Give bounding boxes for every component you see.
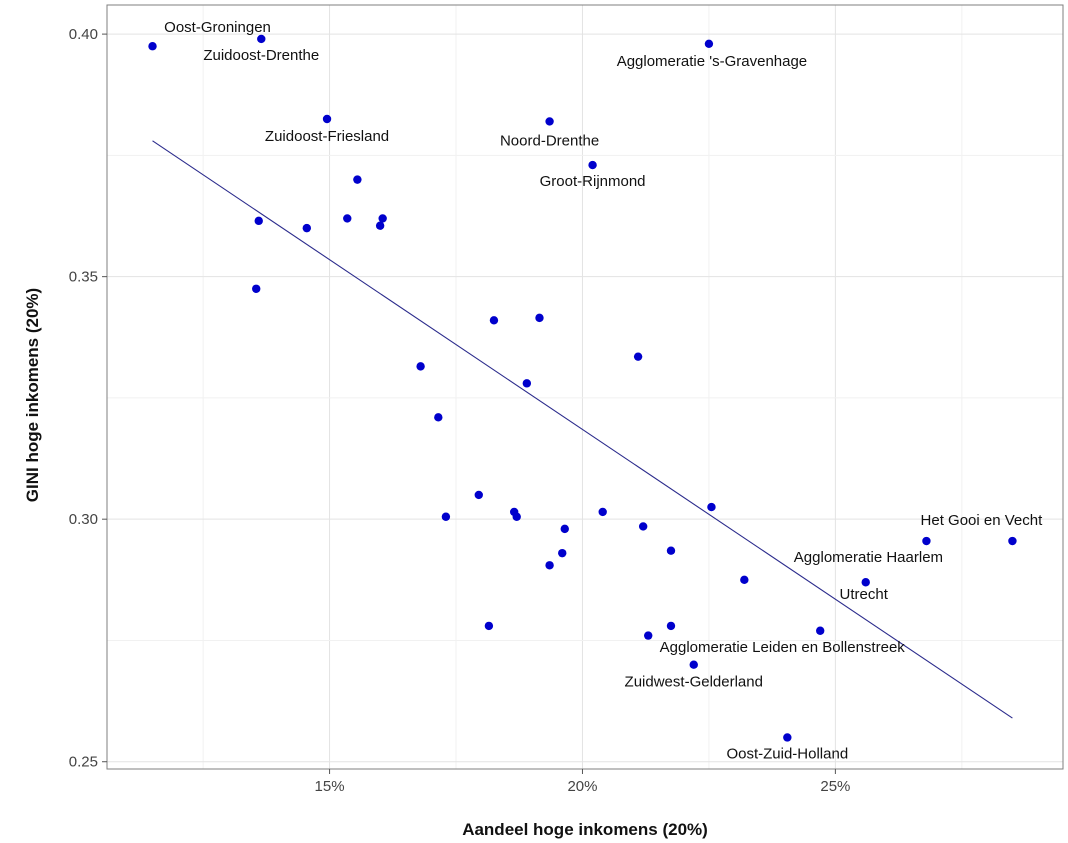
data-point: [638, 522, 648, 531]
data-point: [441, 512, 451, 521]
point-label: Agglomeratie Leiden en Bollenstreek: [660, 639, 906, 656]
y-tick-label: 0.35: [69, 269, 98, 286]
data-point: [558, 548, 567, 558]
point-label: Oost-Groningen: [164, 19, 271, 36]
data-point: [378, 214, 387, 223]
data-point: [489, 316, 499, 325]
x-tick-label: 20%: [567, 778, 597, 795]
data-point: [545, 561, 554, 570]
y-axis-ticks: 0.25 0.30 0.35 0.40: [69, 26, 107, 771]
y-tick-label: 0.30: [69, 511, 98, 528]
data-point: [545, 117, 554, 126]
point-label: Agglomeratie 's-Gravenhage: [617, 53, 807, 70]
data-point: [254, 216, 263, 226]
data-point: [922, 536, 931, 546]
x-axis-title: Aandeel hoge inkomens (20%): [462, 820, 708, 839]
data-point: [535, 313, 544, 323]
data-point: [707, 502, 716, 512]
point-label: Het Gooi en Vecht: [921, 512, 1044, 529]
data-point: [1008, 536, 1017, 546]
data-point: [416, 362, 425, 371]
point-label-layer: Oost-Groningen Zuidoost-Drenthe Zuidoost-F…: [164, 19, 1043, 762]
x-tick-label: 25%: [820, 778, 850, 795]
trend-line: [152, 140, 1013, 719]
data-point: [343, 214, 352, 223]
data-point: [434, 413, 443, 422]
point-layer: [148, 34, 1017, 742]
point-label: Groot-Rijnmond: [540, 173, 646, 190]
data-point: [588, 160, 597, 170]
point-label: Oost-Zuid-Holland: [726, 745, 848, 762]
data-point: [512, 512, 521, 521]
point-label: Utrecht: [840, 586, 889, 603]
trend-layer: [152, 140, 1013, 719]
data-point: [689, 660, 698, 669]
data-point: [474, 490, 483, 500]
point-label: Agglomeratie Haarlem: [794, 549, 943, 566]
y-axis-title: GINI hoge inkomens (20%): [23, 288, 42, 502]
plot-panel-border: [106, 4, 1064, 770]
data-point: [783, 733, 792, 742]
data-point: [148, 42, 157, 51]
data-point: [257, 34, 266, 44]
data-point: [484, 621, 494, 631]
point-label: Zuidoost-Drenthe: [203, 47, 319, 64]
point-label: Noord-Drenthe: [500, 132, 599, 149]
data-point: [302, 223, 311, 233]
data-point: [375, 221, 385, 230]
x-tick-label: 15%: [315, 778, 345, 795]
data-point: [666, 546, 676, 555]
data-point: [560, 524, 569, 534]
data-point: [633, 352, 643, 361]
data-point: [322, 114, 332, 124]
data-point: [861, 578, 870, 587]
data-point: [522, 379, 532, 388]
data-point: [598, 507, 607, 517]
data-point: [740, 575, 749, 585]
data-point: [704, 39, 714, 49]
x-axis-ticks: 15% 20% 25%: [315, 769, 850, 795]
data-point: [666, 621, 676, 631]
data-point: [644, 631, 653, 640]
data-point: [252, 284, 261, 293]
point-label: Zuidwest-Gelderland: [625, 674, 763, 691]
grid-layer: [107, 5, 1063, 769]
y-tick-label: 0.25: [69, 754, 98, 771]
data-point: [353, 175, 362, 184]
point-label: Zuidoost-Friesland: [265, 128, 389, 145]
y-tick-label: 0.40: [69, 26, 98, 43]
data-point: [816, 626, 825, 635]
